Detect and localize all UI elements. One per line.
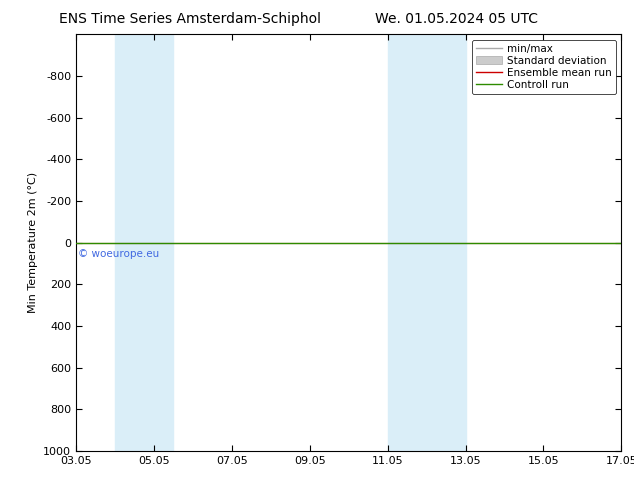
Y-axis label: Min Temperature 2m (°C): Min Temperature 2m (°C) <box>28 172 37 313</box>
Bar <box>115 34 174 451</box>
Text: ENS Time Series Amsterdam-Schiphol: ENS Time Series Amsterdam-Schiphol <box>59 12 321 26</box>
Text: © woeurope.eu: © woeurope.eu <box>78 249 159 259</box>
Legend: min/max, Standard deviation, Ensemble mean run, Controll run: min/max, Standard deviation, Ensemble me… <box>472 40 616 94</box>
Bar <box>387 34 465 451</box>
Text: We. 01.05.2024 05 UTC: We. 01.05.2024 05 UTC <box>375 12 538 26</box>
